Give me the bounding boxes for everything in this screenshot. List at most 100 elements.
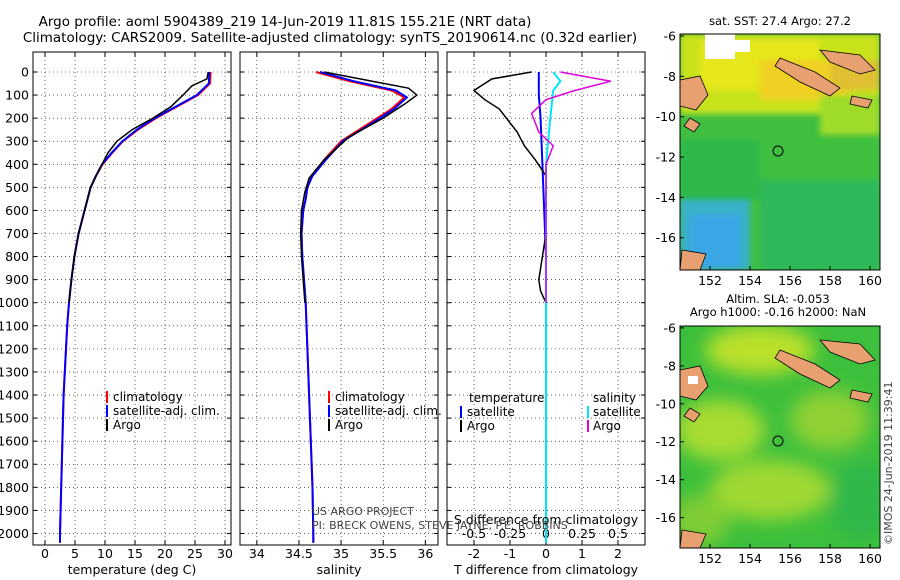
chart-series xyxy=(59,71,611,543)
salinity-legend: climatology satellite-adj. clim. Argo xyxy=(328,390,442,432)
legend-swatch-t-satellite xyxy=(460,406,462,418)
series-argo xyxy=(68,71,209,303)
depth-tick-label: 1900 xyxy=(0,503,29,518)
depth-tick-label: 1700 xyxy=(0,457,29,472)
salinity-panel-frame xyxy=(239,51,439,546)
sst-axes: -6 -8 -10 -12 -14 -16 152 154 156 158 160 xyxy=(656,29,882,288)
credit-pi: PI: BRECK OWENS, STEVE JAYNE, P.E. ROBBI… xyxy=(312,519,568,532)
map-lon-label: 152 xyxy=(698,551,722,566)
map-lon-label: 154 xyxy=(738,273,762,288)
map-lon-label: 156 xyxy=(778,273,802,288)
title-line-2: Climatology: CARS2009. Satellite-adjuste… xyxy=(23,30,637,46)
temperature-axis-label: temperature (deg C) xyxy=(68,562,197,577)
figure-titles: Argo profile: aoml 5904389_219 14-Jun-20… xyxy=(23,14,637,46)
temperature-legend: climatology satellite-adj. clim. Argo xyxy=(106,390,220,432)
series-satellite-adj-clim- xyxy=(300,71,409,543)
sla-field xyxy=(680,326,880,548)
sst-map: sat. SST: 27.4 Argo: 27.2 xyxy=(656,14,882,288)
map-lat-label: -10 xyxy=(656,109,676,124)
depth-tick-label: 1600 xyxy=(0,434,29,449)
legend-swatch-argo xyxy=(328,419,330,431)
x-tick-label: 10 xyxy=(97,546,113,561)
map-lon-label: 158 xyxy=(818,551,842,566)
depth-tick-label: 1800 xyxy=(0,480,29,495)
x-tick-label: -0.25 xyxy=(494,526,526,541)
map-lon-label: 156 xyxy=(778,551,802,566)
depth-tick-label: 300 xyxy=(5,134,29,149)
x-tick-label: 0.5 xyxy=(608,526,628,541)
depth-tick-label: 1200 xyxy=(0,341,29,356)
title-line-1: Argo profile: aoml 5904389_219 14-Jun-20… xyxy=(39,14,532,30)
sst-map-title: sat. SST: 27.4 Argo: 27.2 xyxy=(709,14,851,28)
sla-argo-marker xyxy=(772,435,784,447)
map-lon-label: 160 xyxy=(858,551,882,566)
x-tick-label: 0 xyxy=(41,546,49,561)
legend-swatch-satellite xyxy=(106,405,108,417)
legend-label: Argo xyxy=(593,419,621,433)
depth-tick-label: 400 xyxy=(5,157,29,172)
axis-ticks: 0 5 10 15 20 25 30 34 34.5 35 35.5 36 -2 -1 0 1 2 -0.5 -0.… xyxy=(33,52,645,561)
legend-label: climatology xyxy=(335,390,405,404)
map-lat-label: -8 xyxy=(664,69,677,84)
x-tick-label: 35.5 xyxy=(369,546,397,561)
series-salinity-satellite xyxy=(545,71,562,543)
x-tick-label: 1 xyxy=(578,546,586,561)
sla-map-frame xyxy=(679,325,881,549)
salinity-axis-label: salinity xyxy=(317,562,362,577)
depth-tick-label: 0 xyxy=(21,65,29,80)
t-difference-axis-label: T difference from climatology xyxy=(453,562,639,577)
x-tick-label: -1 xyxy=(504,546,516,561)
sst-field xyxy=(680,34,880,270)
x-tick-label: 34.5 xyxy=(285,546,313,561)
legend-swatch-t-argo xyxy=(460,420,462,432)
map-lon-label: 152 xyxy=(698,273,722,288)
legend-swatch-satellite xyxy=(328,405,330,417)
series-climatology xyxy=(300,71,407,543)
x-tick-label: -0.5 xyxy=(462,526,486,541)
x-tick-label: 0.25 xyxy=(568,526,596,541)
legend-label: satellite xyxy=(593,405,641,419)
map-lon-label: 154 xyxy=(738,551,762,566)
series-argo xyxy=(299,71,419,303)
legend-label: satellite-adj. clim. xyxy=(113,404,220,418)
legend-label: Argo xyxy=(113,418,141,432)
sla-map: Altim. SLA: -0.053 Argo h1000: -0.16 h20… xyxy=(656,292,882,566)
s-difference-axis-label: S difference from climatology xyxy=(454,512,639,527)
x-tick-label: 2 xyxy=(614,546,622,561)
imos-watermark: ©IMOS 24-Jun-2019 11:39:41 xyxy=(882,381,895,545)
sla-map-title-2: Argo h1000: -0.16 h2000: NaN xyxy=(690,305,866,319)
credit-project: US ARGO PROJECT xyxy=(312,505,414,518)
difference-legend: temperature salinity satellite Argo sate… xyxy=(460,391,641,433)
depth-tick-label: 900 xyxy=(5,272,29,287)
legend-label: Argo xyxy=(467,419,495,433)
depth-tick-label: 200 xyxy=(5,111,29,126)
map-lon-label: 160 xyxy=(858,273,882,288)
series-temperature-satellite xyxy=(537,72,547,543)
x-tick-label: 20 xyxy=(157,546,173,561)
x-tick-label: 15 xyxy=(127,546,143,561)
map-lat-label: -6 xyxy=(664,320,677,335)
map-lat-label: -14 xyxy=(656,472,676,487)
legend-swatch-s-argo xyxy=(587,420,589,432)
depth-tick-label: 2000 xyxy=(0,526,29,541)
legend-swatch-argo xyxy=(106,419,108,431)
legend-swatch-s-satellite xyxy=(587,406,589,418)
map-lat-label: -16 xyxy=(656,510,676,525)
legend-title-temperature: temperature xyxy=(469,391,544,405)
x-tick-label: 0 xyxy=(542,546,550,561)
gridlines xyxy=(33,52,645,545)
x-tick-label: 34 xyxy=(249,546,265,561)
legend-label: Argo xyxy=(335,418,363,432)
legend-label: satellite-adj. clim. xyxy=(335,404,442,418)
depth-tick-label: 600 xyxy=(5,203,29,218)
legend-label: satellite xyxy=(467,405,515,419)
depth-tick-label: 1100 xyxy=(0,318,29,333)
x-tick-label: 30 xyxy=(217,546,233,561)
temperature-panel-frame xyxy=(32,51,232,546)
x-tick-label: 25 xyxy=(187,546,203,561)
legend-swatch-climatology xyxy=(328,391,330,403)
map-lat-label: -10 xyxy=(656,396,676,411)
depth-tick-label: 1000 xyxy=(0,295,29,310)
x-tick-label: -2 xyxy=(468,546,480,561)
depth-tick-label: 700 xyxy=(5,226,29,241)
